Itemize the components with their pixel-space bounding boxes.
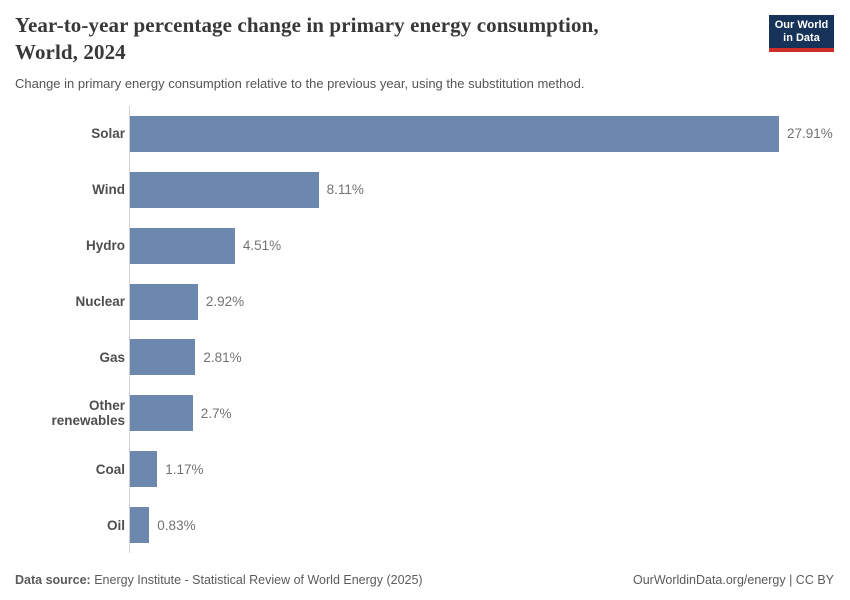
bar-solar[interactable] (130, 115, 779, 152)
bar-wrap: 2.92% (130, 283, 835, 320)
chart-rows: Solar 27.91% Wind 8.11% Hydro 4.51% Nuclear 2.9… (15, 106, 835, 553)
category-label: Hydro (85, 238, 125, 254)
owid-logo-line1: Our World (774, 19, 829, 31)
chart-footer: Data source: Energy Institute - Statisti… (15, 573, 834, 587)
chart-header: Year-to-year percentage change in primar… (15, 12, 755, 91)
bar-other-renewables[interactable] (130, 395, 193, 432)
bar-hydro[interactable] (130, 227, 235, 264)
chart-row: Coal 1.17% (15, 441, 835, 497)
category-label: Gas (99, 349, 125, 365)
bar-gas[interactable] (130, 339, 196, 376)
chart-row: Oil 0.83% (15, 497, 835, 553)
data-source-text: Energy Institute - Statistical Review of… (90, 573, 423, 587)
category-label: Other renewables (51, 398, 125, 429)
chart-title-line1: Year-to-year percentage change in primar… (15, 13, 599, 37)
owid-logo: Our World in Data (769, 15, 834, 52)
bar-wrap: 8.11% (130, 171, 835, 208)
bar-wrap: 0.83% (130, 507, 835, 544)
chart-title: Year-to-year percentage change in primar… (15, 12, 755, 66)
category-label: Nuclear (75, 294, 125, 310)
chart-subtitle: Change in primary energy consumption rel… (15, 76, 585, 91)
bar-wrap: 2.81% (130, 339, 835, 376)
chart-row: Nuclear 2.92% (15, 274, 835, 330)
chart-title-line2: World, 2024 (15, 40, 126, 64)
data-source-label: Data source: (15, 573, 91, 587)
footer-license: OurWorldinData.org/energy | CC BY (632, 573, 834, 587)
value-label: 2.81% (203, 349, 242, 365)
bar-nuclear[interactable] (130, 283, 198, 320)
category-label: Solar (91, 126, 125, 142)
bar-wrap: 4.51% (130, 227, 835, 264)
value-label: 1.17% (165, 461, 204, 477)
bar-wind[interactable] (130, 171, 319, 208)
value-label: 27.91% (787, 126, 833, 142)
y-axis-line (129, 106, 130, 553)
bar-wrap: 2.7% (130, 395, 835, 432)
chart-row: Hydro 4.51% (15, 218, 835, 274)
category-label: Wind (92, 182, 125, 198)
category-label: Coal (95, 461, 125, 477)
bar-coal[interactable] (130, 451, 158, 488)
value-label: 2.7% (200, 405, 232, 421)
chart-row: Wind 8.11% (15, 162, 835, 218)
value-label: 0.83% (157, 517, 196, 533)
chart-row: Gas 2.81% (15, 330, 835, 386)
bar-chart: Solar 27.91% Wind 8.11% Hydro 4.51% Nuclear 2.9… (15, 106, 835, 553)
bar-wrap: 27.91% (130, 115, 835, 152)
bar-oil[interactable] (130, 507, 150, 544)
chart-row: Other renewables 2.7% (15, 385, 835, 441)
chart-row: Solar 27.91% (15, 106, 835, 162)
value-label: 2.92% (205, 294, 245, 310)
value-label: 4.51% (242, 238, 282, 254)
category-label: Oil (106, 517, 125, 533)
bar-wrap: 1.17% (130, 451, 835, 488)
owid-logo-line2: in Data (783, 32, 820, 44)
data-source-note: Data source: Energy Institute - Statisti… (15, 573, 423, 587)
value-label: 8.11% (326, 182, 364, 198)
